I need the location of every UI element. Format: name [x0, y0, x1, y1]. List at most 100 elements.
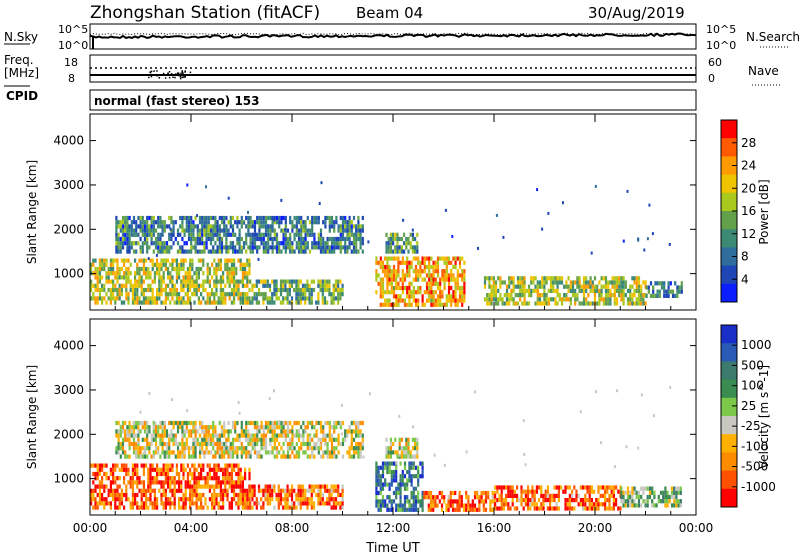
data-cell	[142, 463, 145, 468]
data-cell	[440, 503, 444, 508]
data-cell	[522, 506, 525, 511]
data-cell	[407, 241, 410, 246]
data-cell	[456, 507, 459, 512]
data-cell	[219, 300, 222, 305]
data-cell	[135, 241, 138, 246]
data-cell	[291, 441, 294, 447]
data-cell	[196, 441, 199, 447]
data-cell	[438, 490, 441, 496]
data-cell	[253, 220, 257, 225]
data-cell	[215, 484, 218, 489]
data-cell	[531, 485, 534, 490]
data-cell	[640, 288, 643, 293]
data-cell	[181, 450, 184, 455]
data-cell	[324, 420, 327, 426]
data-cell	[618, 288, 621, 293]
data-cell	[640, 503, 643, 508]
data-cell	[168, 232, 171, 237]
data-cell	[128, 420, 131, 426]
data-cell	[94, 488, 97, 493]
data-cell	[512, 297, 515, 302]
data-cell	[255, 501, 258, 506]
data-cell	[568, 485, 571, 490]
data-cell	[92, 492, 95, 498]
data-cell	[295, 441, 298, 447]
data-cell	[134, 271, 137, 276]
data-cell	[277, 484, 280, 489]
data-cell	[300, 220, 303, 225]
data-cell	[247, 210, 249, 214]
data-cell	[359, 228, 362, 233]
data-cell	[181, 236, 184, 242]
data-cell	[123, 258, 126, 263]
data-cell	[398, 446, 401, 451]
data-cell	[164, 480, 167, 485]
data-cell	[192, 446, 195, 451]
data-cell	[410, 294, 413, 299]
data-cell	[304, 425, 307, 430]
data-cell	[332, 300, 335, 305]
data-cell	[215, 501, 218, 506]
freq-dip-point	[177, 74, 180, 77]
data-cell	[162, 484, 165, 489]
data-cell	[239, 296, 242, 301]
data-cell	[120, 283, 123, 288]
data-cell	[419, 461, 422, 466]
data-cell	[412, 486, 415, 491]
data-cell	[117, 241, 120, 246]
data-cell	[171, 258, 174, 263]
data-cell	[260, 505, 263, 510]
data-cell	[326, 241, 329, 246]
data-cell	[397, 273, 400, 278]
data-cell	[624, 503, 627, 508]
data-cell	[156, 505, 159, 510]
data-cell	[136, 292, 139, 297]
data-cell	[231, 450, 235, 455]
data-cell	[299, 287, 302, 293]
data-cell	[112, 283, 115, 288]
data-cell	[465, 495, 468, 500]
data-cell	[547, 211, 550, 215]
data-cell	[120, 292, 123, 297]
data-cell	[128, 446, 131, 451]
data-cell	[386, 269, 389, 274]
data-cell	[312, 287, 316, 293]
data-cell	[258, 450, 261, 455]
colorbar-segment	[721, 488, 737, 508]
data-cell	[540, 485, 543, 490]
data-cell	[139, 450, 142, 455]
data-cell	[234, 420, 237, 426]
data-cell	[334, 484, 338, 489]
data-cell	[514, 301, 517, 306]
data-cell	[121, 232, 125, 237]
data-cell	[511, 485, 514, 490]
data-cell	[131, 497, 134, 502]
data-cell	[664, 503, 667, 508]
data-cell	[107, 287, 110, 293]
data-cell	[385, 249, 388, 254]
data-cell	[142, 467, 145, 472]
data-cell	[191, 501, 194, 506]
data-cell	[248, 266, 251, 272]
data-cell	[195, 266, 198, 272]
data-cell	[675, 503, 678, 508]
data-cell	[341, 441, 345, 447]
data-cell	[90, 266, 93, 272]
data-cell	[168, 249, 171, 254]
data-cell	[182, 463, 185, 468]
data-cell	[189, 480, 192, 485]
data-cell	[119, 228, 122, 233]
data-cell	[228, 505, 231, 510]
data-cell	[142, 492, 145, 498]
data-cell	[184, 501, 187, 506]
data-cell	[546, 498, 549, 503]
data-cell	[214, 450, 217, 455]
data-cell	[251, 488, 254, 493]
data-cell	[277, 488, 280, 493]
data-cell	[551, 498, 554, 503]
data-cell	[421, 256, 424, 261]
data-cell	[306, 296, 309, 301]
data-cell	[308, 228, 312, 233]
data-cell	[126, 429, 129, 434]
data-cell	[406, 507, 409, 512]
